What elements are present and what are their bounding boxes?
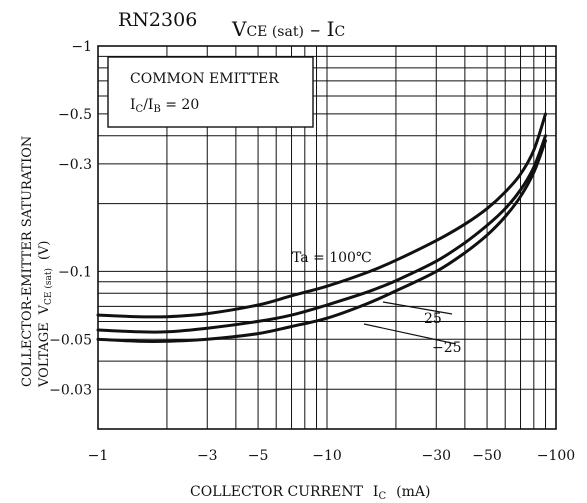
x-tick-label: −3 [197,448,218,464]
x-axis-label: COLLECTOR CURRENT IC (mA) [190,484,430,502]
conditions-box [107,56,314,128]
part-number: RN2306 [118,9,197,31]
tick-labels: −1 −3 −5 −10 −30 −50 −100 −1 −0.5 −0.3 −0.1 −0.05 −0… [49,39,575,464]
y-axis-label-line-2: VOLTAGEVCE (sat)(V) [37,240,54,388]
leader-line-minus-25 [363,323,457,345]
series [96,112,547,344]
x-tick-label: −100 [537,448,575,464]
y-axis-label: COLLECTOR-EMITTER SATURATION VOLTAGEVCE … [20,136,54,388]
series-line-0 [96,112,547,319]
y-tick-label: −0.05 [49,332,92,348]
x-tick-label: −10 [312,448,342,464]
plot-frame [97,45,557,430]
conditions-line-2: IC/IB = 20 [130,97,199,115]
x-tick-label: −50 [472,448,502,464]
x-tick-label: −5 [248,448,269,464]
y-axis-label-line-1: COLLECTOR-EMITTER SATURATION [20,136,35,387]
y-tick-label: −0.1 [58,264,92,280]
y-tick-label: −0.3 [58,157,92,173]
leader-line-25 [382,301,453,315]
series-line-2 [96,139,547,344]
y-tick-label: −0.5 [58,107,92,123]
series-line-1 [96,134,547,334]
series-label-100c: Ta = 100℃ [292,250,372,266]
series-label-25: 25 [424,311,442,327]
chart-title: VCE (sat) – IC [231,17,345,41]
y-tick-label: −1 [71,39,92,55]
series-labels: Ta = 100℃25−25 [292,250,462,356]
conditions-line-1: COMMON EMITTER [130,71,279,87]
x-tick-label: −1 [88,448,109,464]
x-tick-label: −30 [421,448,451,464]
y-tick-label: −0.03 [49,382,92,398]
